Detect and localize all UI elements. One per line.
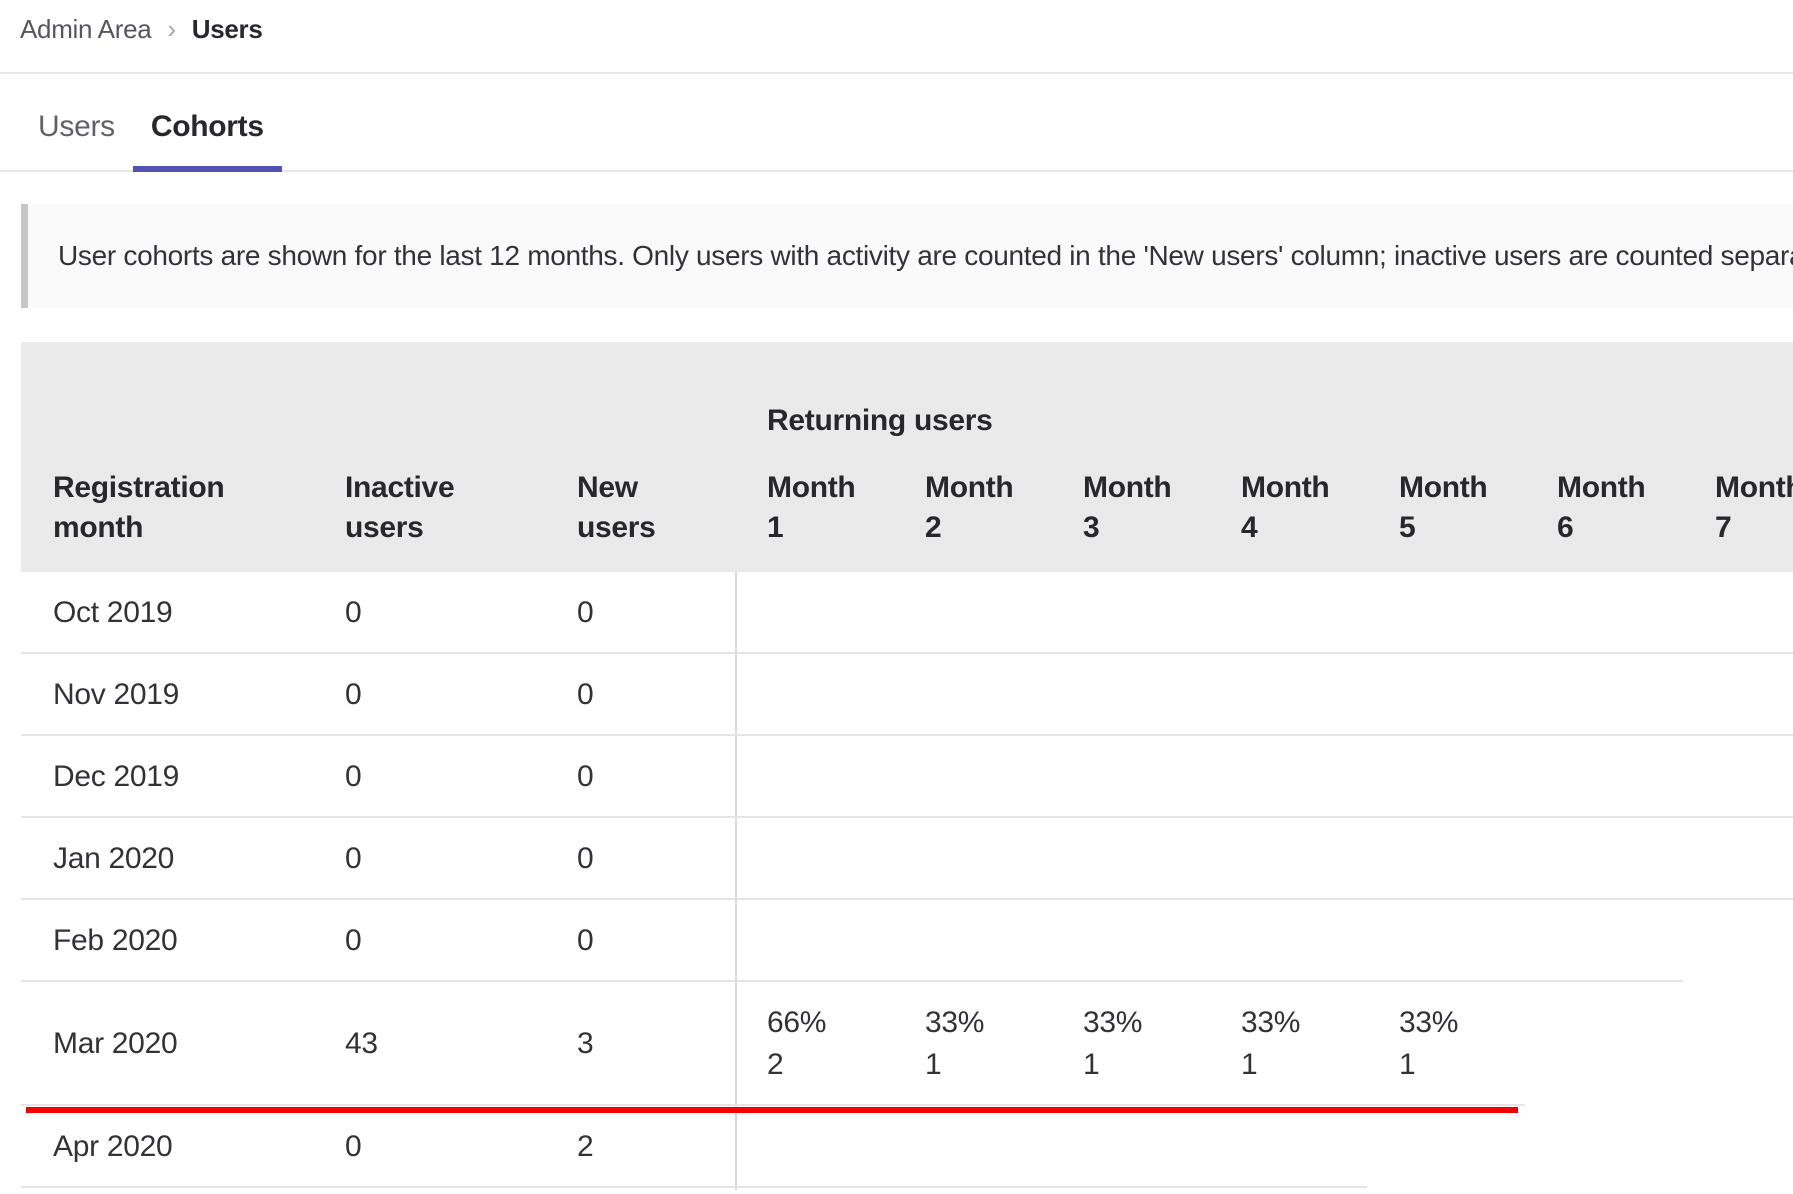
- cell-inactive-users: 0: [345, 1130, 362, 1163]
- cell-new-users: 3: [577, 1027, 594, 1060]
- cell-new-users: 0: [577, 842, 594, 875]
- th-month-3: Month 3: [1083, 471, 1172, 544]
- row-divider: [21, 898, 1793, 900]
- table-row-mar-2020: Mar 2020 43 3 66% 2 33% 1 33% 1 33% 1 33…: [21, 982, 1793, 1106]
- cell-inactive-users: 43: [345, 1027, 378, 1060]
- cohorts-table: Returning users Registration month Inact…: [21, 342, 1793, 1190]
- cohorts-info-text: User cohorts are shown for the last 12 m…: [58, 240, 1793, 271]
- cell-registration-month: Feb 2020: [53, 924, 178, 957]
- cell-inactive-users: 0: [345, 842, 362, 875]
- retention-count: 1: [925, 1048, 942, 1081]
- th-inactive-users: Inactive users: [345, 471, 455, 544]
- retention-count: 1: [1241, 1048, 1258, 1081]
- th-month-1: Month 1: [767, 471, 856, 544]
- cell-inactive-users: 0: [345, 924, 362, 957]
- cell-month-5: 33% 1: [1367, 982, 1525, 1106]
- cell-inactive-users: 0: [345, 596, 362, 629]
- cell-new-users: 0: [577, 596, 594, 629]
- th-registration-month: Registration month: [53, 471, 225, 544]
- cohorts-info-banner: User cohorts are shown for the last 12 m…: [21, 204, 1793, 308]
- cell-registration-month: Nov 2019: [53, 678, 180, 711]
- table-row-jan-2020: Jan 2020 0 0: [21, 818, 1793, 900]
- cell-month-2: 33% 1: [893, 982, 1051, 1106]
- th-month-5: Month 5: [1399, 471, 1488, 544]
- red-annotation-line: [26, 1107, 1518, 1113]
- tab-users[interactable]: Users: [38, 110, 115, 143]
- cell-inactive-users: 0: [345, 760, 362, 793]
- breadcrumb-item-users[interactable]: Users: [191, 14, 263, 44]
- retention-count: 2: [767, 1048, 784, 1081]
- retention-count: 1: [1083, 1048, 1100, 1081]
- row-divider: [21, 734, 1793, 736]
- table-row-apr-2020: Apr 2020 0 2: [21, 1106, 1793, 1188]
- th-month-6: Month 6: [1557, 471, 1646, 544]
- th-month-7: Month 7: [1715, 471, 1793, 544]
- cell-registration-month: Apr 2020: [53, 1130, 173, 1163]
- cell-registration-month: Dec 2019: [53, 760, 180, 793]
- breadcrumb-item-admin-area[interactable]: Admin Area: [20, 14, 152, 44]
- row-divider: [21, 816, 1793, 818]
- row-divider: [21, 1186, 1367, 1188]
- cell-inactive-users: 0: [345, 678, 362, 711]
- th-new-users: New users: [577, 471, 656, 544]
- retention-percent: 33%: [1399, 1006, 1459, 1039]
- cell-registration-month: Oct 2019: [53, 596, 173, 629]
- cell-new-users: 0: [577, 678, 594, 711]
- cell-month-1: 66% 2: [735, 982, 893, 1106]
- th-returning-users: Returning users: [767, 404, 993, 437]
- breadcrumb-separator-icon: ›: [167, 14, 176, 44]
- row-divider: [21, 1104, 1525, 1106]
- users-tabs: Users Cohorts: [0, 74, 1793, 172]
- cell-month-4: 33% 1: [1209, 982, 1367, 1106]
- table-row-nov-2019: Nov 2019 0 0: [21, 654, 1793, 736]
- retention-percent: 33%: [1241, 1006, 1301, 1039]
- cell-new-users: 0: [577, 760, 594, 793]
- table-header: Returning users Registration month Inact…: [21, 342, 1793, 572]
- returning-users-divider: [735, 342, 737, 1190]
- retention-count: 1: [1399, 1048, 1416, 1081]
- th-month-2: Month 2: [925, 471, 1014, 544]
- cell-registration-month: Jan 2020: [53, 842, 175, 875]
- table-row-feb-2020: Feb 2020 0 0: [21, 900, 1793, 982]
- row-divider: [21, 980, 1683, 982]
- retention-percent: 33%: [925, 1006, 985, 1039]
- table-row-dec-2019: Dec 2019 0 0: [21, 736, 1793, 818]
- table-row-oct-2019: Oct 2019 0 0: [21, 572, 1793, 654]
- cell-new-users: 2: [577, 1130, 594, 1163]
- retention-percent: 66%: [767, 1006, 827, 1039]
- retention-percent: 33%: [1083, 1006, 1143, 1039]
- tab-cohorts[interactable]: Cohorts: [132, 110, 282, 172]
- cell-month-3: 33% 1: [1051, 982, 1209, 1106]
- row-divider: [21, 652, 1793, 654]
- cell-new-users: 0: [577, 924, 594, 957]
- th-month-4: Month 4: [1241, 471, 1330, 544]
- cell-registration-month: Mar 2020: [53, 1027, 178, 1060]
- breadcrumb: Admin Area › Users: [0, 0, 1793, 74]
